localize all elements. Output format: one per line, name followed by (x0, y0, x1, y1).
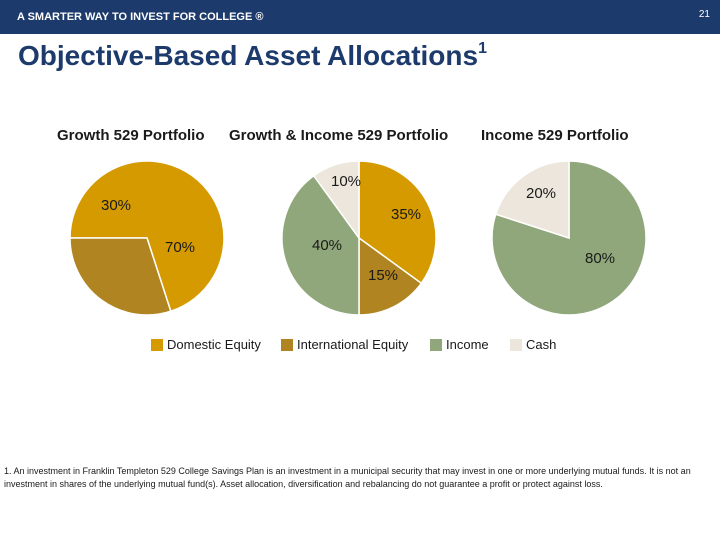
pie-label-2-international-equity: 15% (368, 267, 398, 284)
pie-slice-2-domestic-equity (358, 160, 437, 285)
pie-label-2-domestic-equity: 35% (391, 206, 421, 223)
legend-swatch (151, 339, 163, 351)
footnote: 1. An investment in Franklin Templeton 5… (4, 466, 691, 489)
pie-label-3-cash: 20% (526, 185, 556, 202)
pie-slice-2-international-equity (358, 236, 423, 316)
pie-slice-1-international-equity (69, 237, 172, 316)
pie-label-1-domestic-equity: 70% (165, 239, 195, 256)
legend-label: International Equity (297, 337, 409, 352)
pie-slice-2-cash (312, 160, 360, 241)
chart-title-growth-income: Growth & Income 529 Portfolio (229, 127, 449, 144)
pie-slice-2-income (281, 174, 360, 316)
pie-label-3-income: 80% (585, 250, 615, 267)
pie-label-1-international-equity: 30% (101, 197, 131, 214)
brand-tagline: A SMARTER WAY TO INVEST FOR COLLEGE ® (17, 11, 264, 23)
legend-label: Income (446, 337, 489, 352)
chart-title-growth: Growth 529 Portfolio (57, 127, 205, 144)
legend-swatch (430, 339, 442, 351)
chart-title-income: Income 529 Portfolio (481, 127, 629, 144)
pie-slice-1-domestic-equity (69, 160, 225, 313)
page-title-text: Objective-Based Asset Allocations (18, 40, 479, 71)
pie-slice-3-cash (494, 160, 570, 240)
legend-swatch (281, 339, 293, 351)
legend-label: Cash (526, 337, 557, 352)
page-number: 21 (698, 9, 710, 20)
header-bar: A SMARTER WAY TO INVEST FOR COLLEGE ® 21 (0, 0, 720, 34)
footnote-marker: 1 (478, 39, 487, 57)
legend-swatch (510, 339, 522, 351)
page-title: Objective-Based Asset Allocations1 (18, 40, 487, 72)
pie-label-2-cash: 10% (331, 173, 361, 190)
pie-label-2-income: 40% (312, 237, 342, 254)
legend-label: Domestic Equity (167, 337, 261, 352)
